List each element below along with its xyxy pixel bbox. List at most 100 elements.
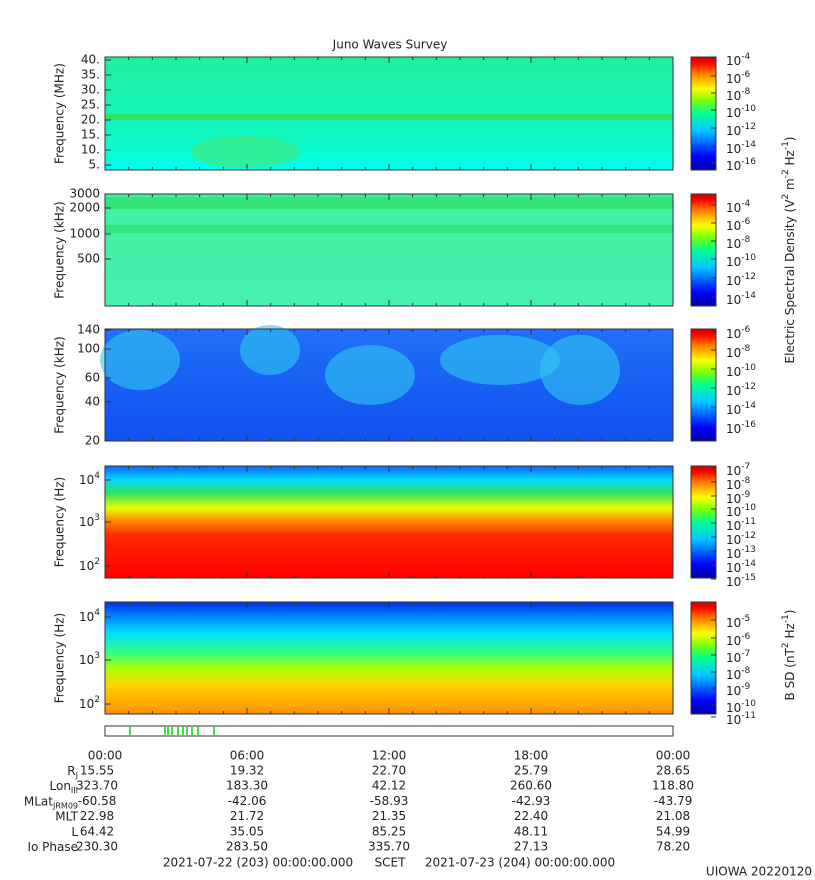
text-part: 10: [726, 701, 741, 715]
text-part: m: [783, 178, 797, 194]
y-tick-label: 103: [79, 651, 100, 667]
y-tick-label: 60: [85, 371, 100, 385]
ephemeris-value: 25.79: [514, 764, 548, 778]
colorbar-tick-label: 10-14: [726, 401, 756, 417]
text-part: -9: [741, 682, 750, 692]
y-tick-label: 15.: [81, 128, 100, 142]
colorbar-tick-label: 10-10: [726, 503, 756, 519]
band: [105, 225, 673, 233]
ephemeris-value: 22.98: [80, 809, 114, 823]
ephemeris-value: 54.99: [656, 824, 690, 838]
y-tick-label: 40: [85, 395, 100, 409]
text-part: -8: [741, 344, 750, 354]
time-label: 12:00: [372, 749, 407, 763]
y-tick-label: 104: [79, 471, 100, 487]
text-part: 2: [781, 194, 791, 200]
colorbar: [690, 601, 717, 715]
text-part: 10: [79, 653, 94, 667]
text-part: 10: [726, 237, 741, 251]
text-part: 10: [79, 559, 94, 573]
text-part: -1: [781, 614, 791, 623]
text-part: 10: [79, 697, 94, 711]
ephemeris-value: 283.50: [226, 840, 268, 854]
y-tick-label: 3000: [69, 187, 100, 201]
colorbar-tick-label: 10-6: [726, 70, 751, 86]
text-part: 10: [726, 346, 741, 360]
text-part: 10: [726, 54, 741, 68]
text-part: -7: [741, 462, 750, 472]
y-tick-label: 140: [77, 323, 100, 337]
y-axis-label: Frequency (MHz): [53, 63, 67, 164]
colorbar-tick-label: 10-14: [726, 140, 756, 156]
colorbar-tick-label: 10-6: [726, 325, 751, 341]
text-part: 10: [726, 142, 741, 156]
ephemeris-value: 15.55: [80, 764, 114, 778]
text-part: -4: [741, 199, 750, 209]
colorbar-tick-label: 10-8: [726, 476, 751, 492]
text-part: -10: [741, 363, 756, 373]
colorbar-tick-label: 10-8: [726, 87, 751, 103]
patch: [325, 345, 415, 405]
colorbar-tick-label: 10-8: [726, 666, 751, 682]
colorbar-tick-label: 10-10: [726, 363, 756, 379]
text-part: Io Phase: [27, 840, 78, 854]
text-part: -7: [741, 649, 750, 659]
ephemeris-value: 230.30: [76, 840, 118, 854]
ephemeris-label: MLT: [55, 809, 78, 823]
colorbar-tick-label: 10-6: [726, 217, 751, 233]
text-part: MLat: [24, 794, 53, 808]
ephemeris-value: -43.79: [654, 794, 693, 808]
ephemeris-value: 85.25: [372, 824, 406, 838]
text-part: 10: [726, 274, 741, 288]
spectrogram: [105, 466, 673, 578]
ephemeris-label: L: [71, 824, 78, 838]
y-tick-label: 30.: [81, 83, 100, 97]
text-part: 4: [94, 471, 100, 481]
text-part: ): [783, 136, 797, 141]
colorbar-tick-label: 10-8: [726, 235, 751, 251]
text-part: -11: [741, 517, 756, 527]
colorbar-tick-label: 10-7: [726, 649, 750, 665]
ephemeris-value: 260.60: [510, 779, 552, 793]
colorbar-tick-label: 10-12: [726, 531, 756, 547]
text-part: 10: [726, 684, 741, 698]
text-part: -14: [741, 559, 756, 569]
colorbar-tick-label: 10-10: [726, 104, 756, 120]
text-part: 10: [726, 124, 741, 138]
colorbar-label: B SD (nT2 Hz-1): [781, 610, 797, 701]
text-part: 10: [726, 464, 741, 478]
text-part: 3: [94, 651, 100, 661]
ephemeris-label: Io Phase: [27, 840, 78, 854]
ephemeris-value: -58.93: [370, 794, 409, 808]
time-label: 00:00: [88, 749, 123, 763]
text-part: Hz: [783, 623, 797, 642]
colorbar-tick-label: 10-5: [726, 614, 750, 630]
stamp: UIOWA 20220120: [706, 865, 812, 879]
ephemeris-value: 28.65: [656, 764, 690, 778]
ephemeris-value: 22.70: [372, 764, 406, 778]
text-part: 10: [79, 610, 94, 624]
ephemeris-value: 183.30: [226, 779, 268, 793]
ephemeris-value: 21.35: [372, 809, 406, 823]
text-part: -8: [741, 666, 750, 676]
patch: [100, 330, 180, 390]
text-part: -8: [741, 235, 750, 245]
text-part: -6: [741, 70, 750, 80]
text-part: 10: [79, 473, 94, 487]
text-part: -10: [741, 699, 756, 709]
text-part: 10: [726, 651, 741, 665]
text-part: -13: [741, 545, 756, 555]
patch: [540, 335, 620, 405]
text-part: 10: [79, 515, 94, 529]
colorbar-tick-label: 10-12: [726, 272, 756, 288]
text-part: 10: [726, 713, 741, 727]
colorbar-tick-label: 10-12: [726, 122, 756, 138]
y-tick-label: 102: [79, 557, 100, 573]
footer-text: 2021-07-23 (204) 00:00:00.000: [425, 856, 615, 870]
colorbar-tick-label: 10-16: [726, 420, 756, 436]
ephemeris-value: 48.11: [514, 824, 548, 838]
text-part: -6: [741, 632, 750, 642]
text-part: 10: [726, 159, 741, 173]
text-part: JRM09: [52, 801, 78, 810]
